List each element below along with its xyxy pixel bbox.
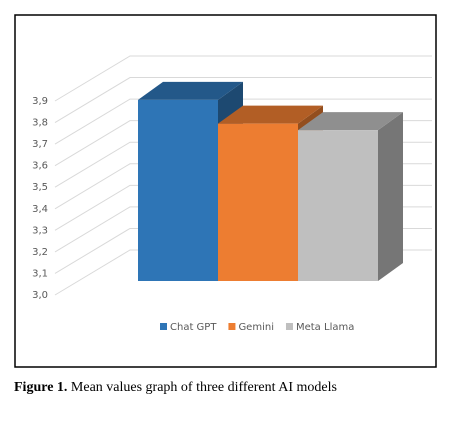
y-tick-label: 3,3	[32, 225, 48, 236]
y-tick-label: 3,1	[32, 268, 48, 279]
caption-text: Mean values graph of three different AI …	[71, 380, 337, 395]
y-tick-label: 3,5	[32, 182, 48, 193]
legend-swatch	[160, 323, 167, 330]
y-tick-label: 3,7	[32, 139, 48, 150]
bar	[298, 130, 378, 281]
bar	[218, 123, 298, 282]
y-tick-label: 3,0	[32, 290, 48, 301]
grid-line	[54, 77, 432, 123]
y-tick-label: 3,6	[32, 161, 48, 172]
bar-side	[378, 112, 403, 281]
figure-label: Figure 1.	[14, 380, 67, 395]
legend: Chat GPT Gemini Meta Llama	[160, 322, 354, 333]
bar-top	[138, 81, 243, 100]
grid-line	[54, 98, 432, 145]
legend-label: Gemini	[238, 322, 274, 333]
legend-label: Meta Llama	[296, 322, 354, 333]
bar	[138, 99, 218, 281]
y-tick-label: 3,4	[32, 204, 48, 215]
bar-top	[298, 112, 403, 131]
grid-line	[54, 55, 432, 102]
y-tick-label: 3,2	[32, 247, 48, 258]
y-tick-label: 3,8	[32, 118, 48, 129]
y-tick-label: 3,9	[32, 96, 48, 107]
legend-swatch	[228, 323, 236, 330]
legend-swatch	[285, 323, 293, 330]
caption: Figure 1. Mean values graph of three dif…	[14, 380, 337, 395]
legend-label: Chat GPT	[170, 322, 217, 333]
bar-top	[218, 105, 323, 124]
